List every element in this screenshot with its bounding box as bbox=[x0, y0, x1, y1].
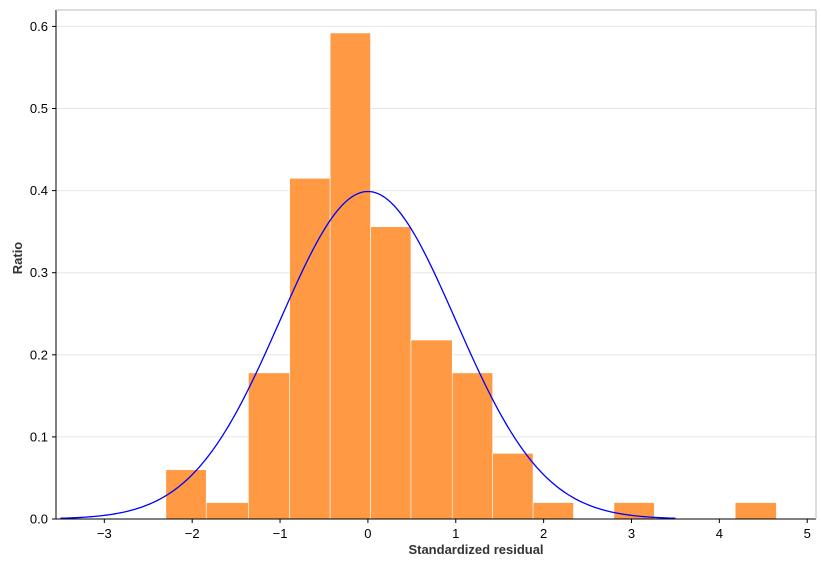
x-tick-label: 0 bbox=[364, 526, 371, 541]
histogram-bar bbox=[370, 226, 412, 520]
y-tick-label: 0.3 bbox=[30, 265, 48, 280]
histogram-bar bbox=[410, 339, 453, 520]
y-tick-label: 0.4 bbox=[30, 183, 48, 198]
histogram-bar bbox=[248, 372, 291, 520]
tick-labels: 0.0 0.1 0.2 0.3 0.4 0.5 0.6 −3 −2 −1 0 1 2 3 4 5 bbox=[30, 19, 811, 541]
y-axis-label: Ratio bbox=[10, 242, 25, 275]
x-tick-label: 4 bbox=[716, 526, 723, 541]
x-tick-label: −3 bbox=[97, 526, 112, 541]
histogram-bar bbox=[532, 502, 574, 520]
x-tick-label: 1 bbox=[452, 526, 459, 541]
histogram-bar bbox=[492, 453, 534, 520]
histogram-bar bbox=[734, 502, 777, 520]
y-tick-label: 0.6 bbox=[30, 19, 48, 34]
x-tick-label: −1 bbox=[273, 526, 288, 541]
x-tick-label: 2 bbox=[540, 526, 547, 541]
y-tick-label: 0.5 bbox=[30, 101, 48, 116]
y-tick-label: 0.2 bbox=[30, 347, 48, 362]
y-tick-label: 0.0 bbox=[30, 512, 48, 527]
histogram-bars bbox=[165, 32, 777, 520]
x-tick-label: 5 bbox=[804, 526, 811, 541]
x-axis-label: Standardized residual bbox=[408, 542, 543, 557]
histogram-bar bbox=[205, 502, 249, 520]
normal-curve bbox=[60, 190, 676, 519]
histogram-bar bbox=[165, 469, 207, 520]
histogram-bar bbox=[451, 372, 493, 520]
normal-curve-layer bbox=[60, 190, 676, 519]
histogram-bar bbox=[329, 32, 371, 520]
x-tick-label: −2 bbox=[185, 526, 200, 541]
x-tick-label: 3 bbox=[628, 526, 635, 541]
y-tick-label: 0.1 bbox=[30, 429, 48, 444]
axes bbox=[52, 9, 817, 523]
gridlines bbox=[56, 25, 816, 438]
